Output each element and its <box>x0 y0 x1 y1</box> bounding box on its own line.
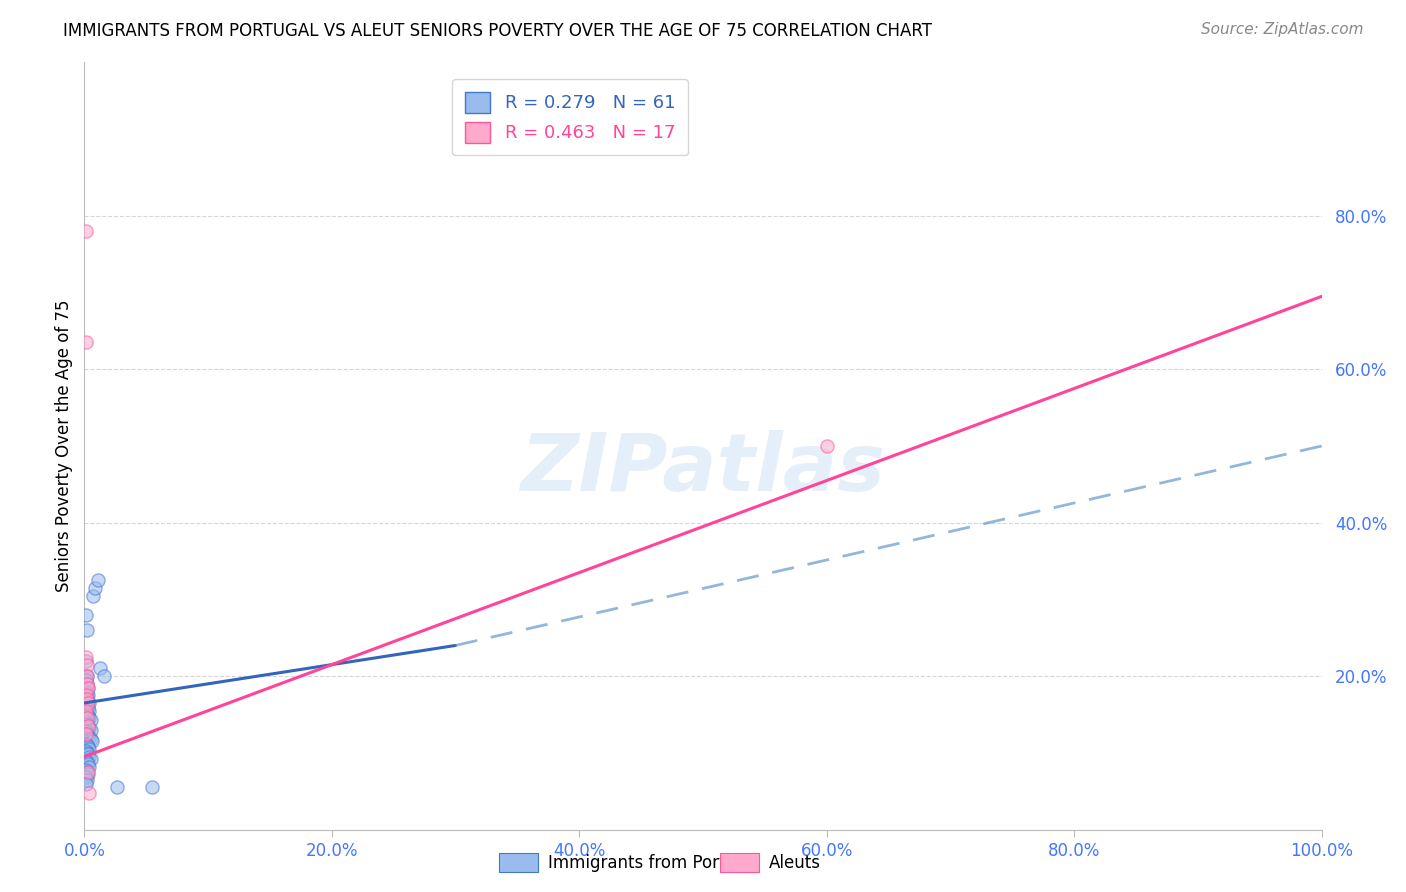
Point <box>815 439 838 453</box>
Point <box>76 707 98 722</box>
Point <box>76 657 98 672</box>
Text: Aleuts: Aleuts <box>769 854 821 871</box>
Point <box>93 669 115 683</box>
Point <box>105 780 128 795</box>
Point <box>75 744 97 758</box>
Point <box>77 719 100 733</box>
Point <box>75 715 97 730</box>
Point <box>76 765 98 780</box>
Point <box>77 696 100 710</box>
Point <box>79 711 101 725</box>
Point <box>75 698 97 713</box>
Point <box>75 335 97 350</box>
Point <box>76 699 98 714</box>
Point <box>76 692 98 706</box>
Point <box>75 607 97 622</box>
Point <box>76 623 98 637</box>
Point <box>76 711 98 725</box>
Point <box>75 771 97 785</box>
Text: Source: ZipAtlas.com: Source: ZipAtlas.com <box>1201 22 1364 37</box>
Point <box>77 709 100 723</box>
Point <box>75 724 97 739</box>
Point <box>75 776 97 790</box>
Point <box>75 224 97 238</box>
Point <box>76 746 98 760</box>
Y-axis label: Seniors Poverty Over the Age of 75: Seniors Poverty Over the Age of 75 <box>55 300 73 592</box>
Text: Immigrants from Portugal: Immigrants from Portugal <box>548 854 762 871</box>
Point <box>76 738 98 752</box>
Point <box>76 692 98 706</box>
Point <box>75 754 97 768</box>
Point <box>75 692 97 706</box>
Point <box>77 681 100 695</box>
Point <box>76 669 98 683</box>
Point <box>76 677 98 691</box>
Text: ZIPatlas: ZIPatlas <box>520 430 886 508</box>
Point <box>79 731 101 745</box>
Point <box>79 723 101 737</box>
Point <box>76 716 98 731</box>
Text: IMMIGRANTS FROM PORTUGAL VS ALEUT SENIORS POVERTY OVER THE AGE OF 75 CORRELATION: IMMIGRANTS FROM PORTUGAL VS ALEUT SENIOR… <box>63 22 932 40</box>
Point <box>79 786 101 800</box>
Point <box>84 581 107 595</box>
Point <box>89 661 111 675</box>
Point <box>76 772 98 787</box>
Point <box>79 732 101 747</box>
Point <box>75 704 97 718</box>
Point <box>79 759 101 773</box>
Point <box>77 681 100 695</box>
Point <box>79 721 101 735</box>
Point <box>77 719 100 733</box>
Point <box>79 752 101 766</box>
Point <box>79 696 101 710</box>
Point <box>75 669 97 683</box>
Point <box>76 686 98 700</box>
Point <box>141 780 163 795</box>
Point <box>75 673 97 687</box>
Point <box>77 701 100 715</box>
Point <box>75 737 97 751</box>
Point <box>87 573 110 587</box>
Point <box>79 713 101 727</box>
Point <box>75 684 97 698</box>
Point <box>75 706 97 720</box>
Point <box>82 589 104 603</box>
Point <box>77 757 100 772</box>
Point <box>75 654 97 668</box>
Legend: R = 0.279   N = 61, R = 0.463   N = 17: R = 0.279 N = 61, R = 0.463 N = 17 <box>453 79 688 155</box>
Point <box>75 689 97 703</box>
Point <box>77 767 100 781</box>
Point <box>76 755 98 769</box>
Point <box>75 763 97 777</box>
Point <box>77 689 100 703</box>
Point <box>77 765 100 780</box>
Point <box>75 649 97 664</box>
Point <box>79 749 101 764</box>
Point <box>79 704 101 718</box>
Point <box>77 694 100 708</box>
Point <box>76 726 98 740</box>
Point <box>77 739 100 754</box>
Point <box>77 747 100 762</box>
Point <box>76 677 98 691</box>
Point <box>77 729 100 743</box>
Point <box>76 669 98 683</box>
Point <box>80 734 103 748</box>
Point <box>75 726 97 740</box>
Point <box>79 742 101 756</box>
